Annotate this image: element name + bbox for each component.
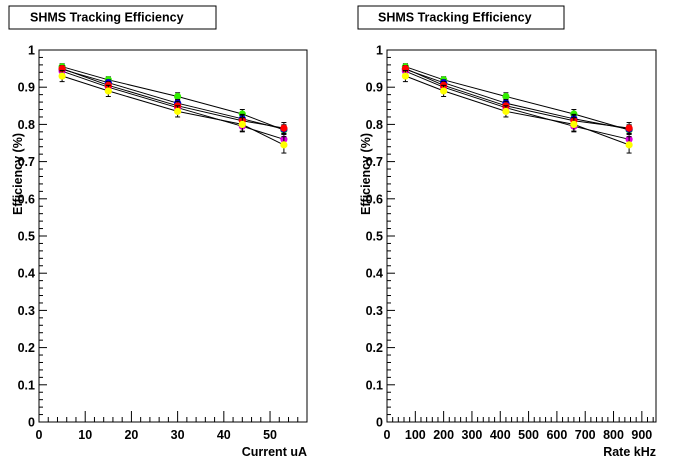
data-point	[401, 72, 410, 80]
data-point	[570, 120, 578, 128]
left-y-ticks: 0 0.1 0.2 0.3 0.4 0.5 0.6 0.7 0.8 0.9 1	[18, 44, 47, 430]
left-data-series	[58, 63, 288, 154]
y-tick-label: 0.1	[18, 378, 35, 392]
x-tick-label: 50	[263, 428, 277, 442]
y-tick-label: 0.4	[18, 267, 35, 281]
y-tick-label: 0.7	[18, 155, 35, 169]
y-tick-label: 0.2	[18, 341, 35, 355]
data-point	[440, 87, 448, 95]
x-tick-label: 200	[433, 428, 454, 442]
left-x-axis-label: Current uA	[242, 445, 307, 459]
data-point	[280, 124, 288, 132]
x-tick-label: 100	[405, 428, 426, 442]
y-tick-label: 0	[28, 416, 35, 430]
y-tick-label: 0.5	[18, 230, 35, 244]
data-point	[625, 124, 633, 132]
y-tick-label: 0.9	[18, 81, 35, 95]
y-tick-label: 0.8	[366, 118, 383, 132]
x-tick-label: 30	[171, 428, 185, 442]
data-point	[502, 107, 510, 115]
y-tick-label: 0.3	[18, 304, 35, 318]
y-tick-label: 0.4	[366, 267, 383, 281]
y-tick-label: 0.9	[366, 81, 383, 95]
x-tick-label: 900	[631, 428, 652, 442]
left-title-box	[8, 5, 217, 30]
data-point	[625, 141, 633, 149]
data-point	[238, 120, 246, 128]
right-title-box	[357, 5, 565, 30]
x-tick-label: 40	[217, 428, 231, 442]
y-tick-label: 0.3	[366, 304, 383, 318]
x-tick-label: 500	[518, 428, 539, 442]
left-y-axis-label: Efficiency (%)	[11, 133, 25, 215]
x-tick-label: 800	[603, 428, 624, 442]
x-tick-label: 0	[384, 428, 391, 442]
data-point	[174, 92, 182, 101]
right-series-yellow	[401, 69, 633, 154]
left-chart-title: SHMS Tracking Efficiency	[30, 11, 184, 25]
left-chart-panel: SHMS Tracking Efficiency 0 10 20 30 40 50 0 0.…	[8, 5, 308, 459]
y-tick-label: 0.6	[18, 192, 35, 206]
y-tick-label: 0.6	[366, 192, 383, 206]
x-tick-label: 10	[78, 428, 92, 442]
right-y-axis-label: Efficiency (%)	[359, 133, 373, 215]
data-point	[58, 72, 66, 80]
left-x-ticks: 0 10 20 30 40 50	[36, 411, 308, 442]
right-x-ticks: 0 100 200 300 400 500 600 700 800 900	[384, 411, 654, 442]
data-point	[502, 92, 510, 101]
y-tick-label: 1	[376, 44, 383, 58]
y-tick-label: 0.1	[366, 378, 383, 392]
y-tick-label: 0.8	[18, 118, 35, 132]
data-point	[104, 87, 112, 95]
x-tick-label: 300	[462, 428, 483, 442]
y-tick-label: 0.7	[366, 155, 383, 169]
right-y-ticks: 0 0.1 0.2 0.3 0.4 0.5 0.6 0.7 0.8 0.9 1	[366, 44, 395, 430]
y-tick-label: 0.5	[366, 230, 383, 244]
y-tick-label: 0	[376, 416, 383, 430]
x-tick-label: 600	[546, 428, 567, 442]
right-chart-panel: SHMS Tracking Efficiency 0 100 200 300 400 50…	[357, 5, 657, 459]
x-tick-label: 700	[575, 428, 596, 442]
data-point	[174, 107, 182, 115]
y-tick-label: 1	[28, 44, 35, 58]
data-point	[280, 141, 288, 149]
y-tick-label: 0.2	[366, 341, 383, 355]
left-series-yellow	[58, 69, 288, 154]
x-tick-label: 20	[124, 428, 138, 442]
x-tick-label: 0	[36, 428, 43, 442]
x-tick-label: 400	[490, 428, 511, 442]
right-data-series	[401, 63, 633, 154]
right-x-axis-label: Rate kHz	[603, 445, 656, 459]
right-chart-title: SHMS Tracking Efficiency	[378, 11, 532, 25]
